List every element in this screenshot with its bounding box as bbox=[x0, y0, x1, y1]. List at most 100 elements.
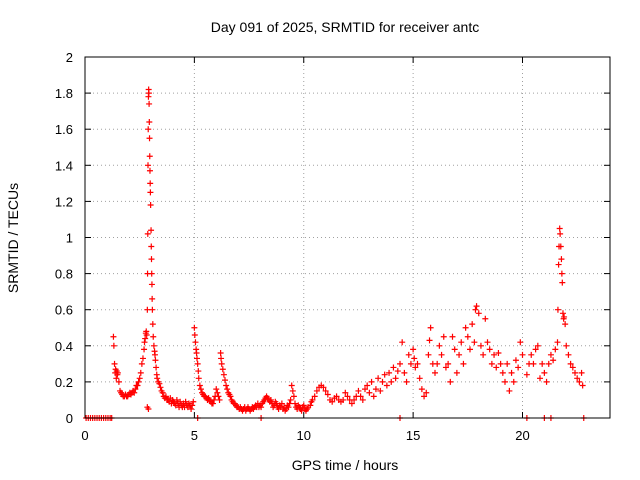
data-point bbox=[547, 351, 554, 358]
data-point bbox=[177, 398, 184, 405]
data-point bbox=[418, 386, 425, 393]
data-point bbox=[222, 377, 228, 384]
data-point bbox=[362, 386, 368, 393]
data-point bbox=[545, 360, 552, 367]
data-point bbox=[543, 378, 550, 385]
data-point bbox=[434, 360, 441, 367]
data-point bbox=[456, 351, 463, 358]
data-point bbox=[397, 360, 403, 367]
x-tick-label: 5 bbox=[191, 428, 198, 443]
data-point bbox=[218, 360, 225, 367]
y-tick-label: 0.2 bbox=[55, 375, 73, 390]
data-point bbox=[152, 357, 159, 364]
data-point bbox=[558, 256, 565, 263]
data-point bbox=[134, 382, 141, 389]
data-point bbox=[484, 339, 491, 346]
data-point bbox=[477, 342, 484, 349]
data-point bbox=[211, 396, 218, 403]
data-point bbox=[567, 360, 574, 367]
data-point bbox=[451, 346, 458, 353]
data-point bbox=[114, 369, 121, 376]
data-point bbox=[558, 270, 565, 277]
data-point bbox=[147, 202, 154, 209]
data-point bbox=[421, 393, 428, 400]
data-point bbox=[188, 405, 195, 412]
data-point bbox=[491, 351, 498, 358]
data-point bbox=[218, 355, 225, 362]
data-point bbox=[292, 400, 298, 407]
data-point bbox=[193, 350, 200, 357]
data-point bbox=[146, 153, 153, 160]
data-point bbox=[224, 386, 231, 393]
data-point bbox=[146, 100, 153, 107]
y-tick-label: 0.6 bbox=[55, 303, 73, 318]
data-point bbox=[445, 360, 452, 367]
data-point bbox=[541, 369, 548, 376]
data-point bbox=[290, 393, 297, 400]
data-point bbox=[144, 230, 151, 237]
data-point bbox=[209, 400, 216, 407]
data-point bbox=[416, 375, 423, 382]
data-point bbox=[162, 393, 169, 400]
data-point bbox=[462, 324, 469, 331]
data-point bbox=[258, 404, 265, 411]
data-point bbox=[286, 400, 293, 407]
data-point bbox=[143, 331, 150, 338]
data-point bbox=[273, 400, 280, 407]
data-point bbox=[475, 310, 482, 317]
data-point bbox=[191, 331, 198, 338]
data-point bbox=[471, 339, 478, 346]
data-point bbox=[194, 355, 200, 362]
data-point bbox=[412, 364, 419, 371]
data-point bbox=[196, 382, 203, 389]
y-tick-label: 1 bbox=[66, 231, 73, 246]
data-point bbox=[148, 243, 155, 250]
data-point bbox=[370, 393, 377, 400]
data-point bbox=[482, 315, 489, 322]
data-point bbox=[313, 387, 320, 394]
data-point bbox=[311, 393, 318, 400]
data-point bbox=[453, 369, 460, 376]
data-point bbox=[288, 382, 295, 389]
data-point bbox=[556, 225, 563, 232]
data-point bbox=[182, 398, 189, 405]
data-point bbox=[504, 360, 511, 367]
data-point bbox=[550, 357, 557, 364]
data-point bbox=[190, 398, 197, 405]
data-point bbox=[407, 360, 414, 367]
data-point bbox=[214, 389, 221, 396]
data-point bbox=[194, 360, 201, 367]
y-tick-label: 0.8 bbox=[55, 267, 73, 282]
data-point bbox=[136, 375, 143, 382]
data-point bbox=[148, 256, 155, 263]
data-point bbox=[394, 368, 401, 375]
data-point bbox=[146, 118, 153, 125]
y-tick-label: 0.4 bbox=[55, 339, 73, 354]
data-point bbox=[537, 375, 543, 382]
data-point bbox=[488, 360, 495, 367]
data-point bbox=[403, 378, 410, 385]
data-point bbox=[472, 306, 479, 313]
data-point bbox=[502, 378, 508, 385]
data-point bbox=[499, 369, 506, 376]
data-point bbox=[440, 333, 447, 340]
data-point bbox=[132, 386, 139, 393]
data-point bbox=[372, 386, 379, 393]
data-point bbox=[517, 339, 524, 346]
data-point bbox=[333, 393, 340, 400]
y-tick-label: 0 bbox=[66, 411, 73, 426]
data-point bbox=[110, 342, 117, 349]
y-tick-label: 1.2 bbox=[55, 194, 73, 209]
data-point bbox=[148, 227, 155, 234]
data-point bbox=[217, 350, 224, 357]
data-point bbox=[364, 382, 371, 389]
data-point bbox=[145, 405, 152, 412]
data-point bbox=[530, 360, 537, 367]
data-series bbox=[83, 86, 587, 421]
data-point bbox=[559, 310, 566, 317]
data-point bbox=[213, 386, 220, 393]
data-point bbox=[157, 384, 164, 391]
data-point bbox=[216, 396, 223, 403]
data-point bbox=[287, 396, 294, 403]
data-point bbox=[131, 389, 138, 396]
